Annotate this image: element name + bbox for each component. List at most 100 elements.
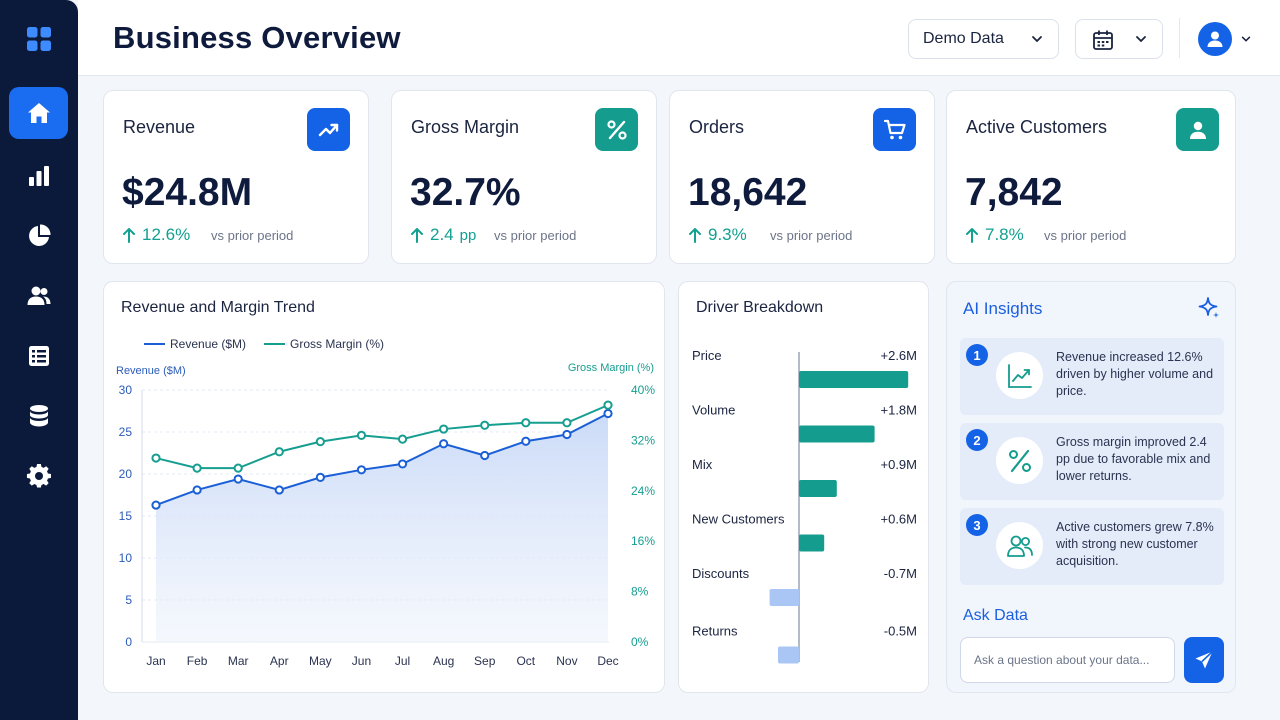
ai-insights-title: AI Insights (963, 299, 1043, 318)
user-icon (1207, 31, 1223, 47)
kpi-delta-value: 2.4 (430, 225, 454, 244)
legend-label: Gross Margin (%) (290, 337, 384, 351)
gross-margin-point (192, 463, 202, 473)
kpi-delta: 9.3% (688, 225, 747, 245)
chevron-down-icon (1136, 36, 1146, 43)
driver-chart: Price +2.6M Volume +1.8M Mix +0.9M New Custome… (692, 348, 918, 664)
chevron-down-icon[interactable] (1240, 33, 1252, 45)
sidebar-item-reports[interactable] (9, 150, 68, 202)
date-range-dropdown[interactable] (1075, 19, 1163, 59)
insight-item[interactable]: 3 Active customers grew 7.8% with strong… (960, 508, 1224, 585)
revenue-point (439, 439, 449, 449)
kpi-vs-label: vs prior period (770, 228, 853, 243)
driver-bar (799, 425, 875, 443)
trend-chart: 0 5 10 15 20 25 30 0% 8% 16% 24% 32% 40% Revenue ($M)… (116, 337, 655, 668)
avatar[interactable] (1198, 22, 1232, 56)
driver-category-label: Returns (692, 624, 738, 639)
gear-icon (26, 463, 51, 488)
kpi-card-gross-margin[interactable]: Gross Margin 32.7% 2.4 pp vs prior perio… (391, 90, 657, 264)
header: Business Overview Demo Data (78, 0, 1280, 76)
sidebar-item-data[interactable] (9, 390, 68, 442)
send-button[interactable] (1184, 637, 1224, 683)
kpi-title: Active Customers (966, 117, 1108, 137)
arrow-up-icon (411, 228, 423, 243)
x-tick-label: Dec (597, 654, 618, 668)
y-left-tick-label: 10 (119, 551, 133, 565)
gross-margin-point (233, 463, 243, 473)
revenue-margin-trend-panel: Revenue and Margin Trend 0 5 10 15 20 25 30 0% 8… (103, 281, 665, 693)
kpi-vs-label: vs prior period (211, 228, 294, 243)
x-tick-label: Nov (556, 654, 577, 668)
kpi-card-orders[interactable]: Orders 18,642 9.3% vs prior period (669, 90, 935, 264)
x-tick-label: Oct (516, 654, 535, 668)
gross-margin-point (274, 447, 284, 457)
sidebar-item-home[interactable] (9, 87, 68, 139)
insight-text: Gross margin improved 2.4 pp due to favo… (1056, 435, 1211, 483)
panel-title: Driver Breakdown (696, 299, 824, 316)
sidebar-item-apps[interactable] (9, 13, 68, 65)
kpi-delta-unit: pp (459, 226, 477, 244)
x-tick-label: Apr (270, 654, 289, 668)
bar-chart-icon (28, 166, 49, 186)
sidebar-item-customers[interactable] (9, 270, 68, 322)
insight-text: Revenue increased 12.6% driven by higher… (1056, 350, 1214, 398)
sidebar-item-tasks[interactable] (9, 330, 68, 382)
x-tick-label: Feb (187, 654, 208, 668)
kpi-vs-label: vs prior period (494, 228, 577, 243)
chevron-down-icon (1032, 36, 1042, 43)
driver-bar (769, 589, 799, 606)
trend-up-icon (307, 108, 350, 151)
driver-bar (799, 480, 837, 497)
data-source-dropdown[interactable]: Demo Data (908, 19, 1059, 59)
insight-item[interactable]: 2 Gross margin improved 2.4 pp due to fa… (960, 423, 1224, 500)
insight-number: 1 (966, 344, 988, 366)
arrow-up-icon (966, 228, 978, 243)
gross-margin-point (521, 418, 531, 428)
revenue-point (233, 474, 243, 484)
x-tick-label: Mar (228, 654, 249, 668)
gross-margin-point (562, 418, 572, 428)
kpi-title: Orders (689, 117, 745, 137)
gross-margin-point (480, 420, 490, 430)
percent-icon (996, 437, 1043, 484)
database-icon (29, 405, 48, 427)
driver-bar (799, 534, 825, 552)
users-icon (27, 286, 50, 305)
gross-margin-point (151, 453, 161, 463)
y-left-axis-label: Revenue ($M) (116, 365, 186, 377)
y-right-tick-label: 32% (631, 433, 655, 447)
driver-category-label: New Customers (692, 512, 785, 527)
home-icon (27, 103, 50, 123)
revenue-point (603, 408, 613, 419)
y-left-tick-label: 20 (119, 467, 133, 481)
cart-icon (873, 108, 916, 151)
user-icon (1176, 108, 1219, 151)
sparkle-icon[interactable] (1197, 296, 1221, 320)
revenue-point (562, 429, 572, 440)
ask-data-input[interactable] (960, 637, 1175, 683)
revenue-point (315, 472, 325, 482)
driver-value-label: -0.7M (884, 566, 917, 581)
kpi-title: Revenue (123, 117, 196, 137)
sidebar-item-settings[interactable] (9, 450, 68, 502)
sidebar (0, 0, 78, 720)
x-tick-label: Jun (352, 654, 371, 668)
kpi-delta-value: 12.6% (142, 225, 191, 244)
sidebar-item-analytics[interactable] (9, 210, 68, 262)
kpi-card-active-customers[interactable]: Active Customers 7,842 7.8% vs prior per… (946, 90, 1236, 264)
gross-margin-point (397, 434, 408, 444)
trend-line-icon (996, 352, 1043, 399)
arrow-up-icon (123, 228, 135, 243)
kpi-delta: 7.8% (965, 225, 1024, 245)
y-left-tick-label: 15 (119, 509, 133, 523)
driver-category-label: Mix (692, 457, 713, 472)
revenue-point (521, 436, 531, 446)
insight-item[interactable]: 1 Revenue increased 12.6% driven by high… (960, 338, 1224, 415)
driver-value-label: -0.5M (884, 624, 917, 639)
revenue-point (151, 500, 161, 510)
kpi-card-revenue[interactable]: Revenue $24.8M 12.6% vs prior period (103, 90, 369, 264)
kpi-value: 18,642 (688, 171, 808, 214)
kpi-delta: 12.6% (122, 225, 190, 245)
driver-value-label: +2.6M (881, 348, 918, 363)
percent-icon (595, 108, 638, 151)
